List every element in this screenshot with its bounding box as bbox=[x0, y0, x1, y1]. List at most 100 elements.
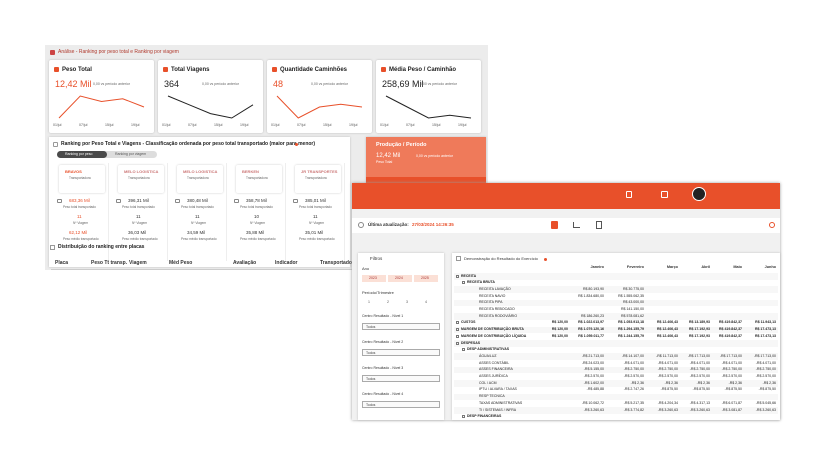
nav-icon[interactable] bbox=[661, 191, 668, 198]
select-value[interactable]: Todos bbox=[366, 376, 376, 381]
x-label: 15/jul bbox=[432, 123, 441, 127]
row-stripe bbox=[454, 340, 778, 347]
tab-icon[interactable] bbox=[573, 222, 580, 228]
cell-value: -R$ 3.260,63 bbox=[657, 407, 678, 412]
column-header[interactable]: Méd Peso bbox=[169, 260, 193, 266]
cell-value: -R$ 6.071,87 bbox=[721, 400, 742, 405]
expand-icon[interactable] bbox=[456, 321, 459, 325]
period-option[interactable]: 3 bbox=[406, 300, 408, 304]
expand-icon[interactable] bbox=[462, 281, 465, 285]
column-header[interactable]: Viagem bbox=[129, 260, 147, 266]
filter-label: Período/Trimestre bbox=[362, 290, 394, 295]
row-stripe bbox=[454, 366, 778, 374]
cell-value: R$ 578.081,62 bbox=[621, 313, 644, 318]
tab-icon[interactable] bbox=[551, 221, 558, 229]
expand-icon[interactable] bbox=[456, 334, 459, 338]
cell-value: -R$ 2,36 bbox=[696, 380, 710, 385]
select-value[interactable]: Todos bbox=[366, 324, 376, 329]
cell-value: -R$ 875,50 bbox=[660, 387, 678, 392]
item-media: 35,01 Mil bbox=[305, 230, 324, 235]
column-header[interactable]: Avaliação bbox=[233, 260, 257, 266]
period-option[interactable]: 4 bbox=[425, 300, 427, 304]
chip-label[interactable]: 2024 bbox=[395, 276, 403, 280]
row-stripe bbox=[454, 393, 778, 401]
kpi-value: 364 bbox=[164, 79, 180, 89]
select-value[interactable]: Todos bbox=[366, 402, 376, 407]
select-value[interactable]: Todos bbox=[366, 350, 376, 355]
year-chip[interactable]: 2025 bbox=[414, 275, 438, 282]
x-label: 07/jul bbox=[406, 123, 415, 127]
kpi-icon bbox=[54, 67, 59, 72]
cell-value: -R$ 2,36 bbox=[630, 380, 644, 385]
item-name: BRAVOS bbox=[65, 169, 82, 174]
filter-label: Centro Resultado - Nível 2 bbox=[362, 340, 404, 344]
year-chip[interactable]: 2024 bbox=[388, 275, 412, 282]
cell-value: -R$ 5.045,66 bbox=[755, 400, 776, 405]
cell-value: R$ 1.022.013,97 bbox=[578, 320, 604, 325]
toggle-option[interactable]: Ranking por viagem bbox=[107, 151, 157, 158]
cell-value: -R$ 2,36 bbox=[664, 380, 678, 385]
ranking-title: Ranking por Peso Total e Viagens - Class… bbox=[61, 141, 316, 147]
sparkline-line bbox=[276, 95, 363, 119]
expand-icon[interactable] bbox=[456, 274, 459, 278]
expand-icon[interactable] bbox=[456, 328, 459, 332]
nav-icon[interactable] bbox=[626, 191, 632, 198]
table-rule bbox=[51, 269, 483, 270]
x-label: 07/jul bbox=[79, 123, 88, 127]
x-label: 01/jul bbox=[162, 123, 171, 127]
month-header: Junho bbox=[764, 265, 776, 269]
cell-value: -R$ 10.062,72 bbox=[581, 400, 604, 405]
item-viagens: 11 bbox=[77, 214, 82, 219]
cell-value: R$ 17.192,93 bbox=[688, 327, 710, 332]
chip-label[interactable]: 2025 bbox=[421, 276, 429, 280]
period-option[interactable]: 1 bbox=[368, 300, 370, 304]
row-label: RECEITA PIPA bbox=[479, 300, 503, 305]
expand-icon[interactable] bbox=[462, 348, 465, 352]
item-name: MELO LOGISTICA bbox=[124, 169, 159, 174]
toggle-label[interactable]: Ranking por viagem bbox=[115, 152, 147, 156]
year-chip[interactable]: 2023 bbox=[362, 275, 386, 282]
filter-select[interactable]: Todos bbox=[362, 349, 440, 356]
tab-icon[interactable] bbox=[596, 221, 602, 229]
row-label: RECEITA bbox=[461, 273, 477, 278]
cell-value: R$ 1.294.155,79 bbox=[618, 327, 644, 332]
period-option[interactable]: 2 bbox=[387, 300, 389, 304]
cell-value: R$ 419.842,37 bbox=[719, 333, 742, 338]
help-icon[interactable] bbox=[769, 222, 775, 228]
column-header[interactable]: Placa bbox=[55, 260, 69, 266]
cell-value: R$ 17.473,13 bbox=[754, 327, 776, 332]
item-icon bbox=[57, 199, 62, 203]
expand-icon[interactable] bbox=[462, 415, 465, 419]
cell-value: R$ 1.555.062,35 bbox=[618, 293, 644, 298]
column-header[interactable]: Transportadora bbox=[320, 260, 357, 266]
cell-value: -R$ 2.750,00 bbox=[721, 367, 742, 372]
kpi-icon bbox=[272, 67, 277, 72]
cell-value: R$ 12.406,43 bbox=[656, 327, 678, 332]
filter-select[interactable]: Todos bbox=[362, 401, 440, 408]
info-bar: Última atualização: 27/03/2024 14:26:35 bbox=[352, 218, 780, 233]
cell-value: -R$ 2.750,00 bbox=[623, 367, 644, 372]
column-header[interactable]: Peso Tt transp. bbox=[91, 260, 128, 266]
dre-dot bbox=[544, 257, 547, 261]
kpi-title: Média Peso / Caminhão bbox=[389, 67, 457, 73]
toggle-option[interactable]: Ranking por peso bbox=[57, 151, 107, 158]
cell-value: R$ 186.260,23 bbox=[581, 313, 604, 318]
kpi-card: Total Viagens 364 0,00 vs período anterior… bbox=[158, 60, 263, 133]
dre-panel: Demonstração do Resultado do Exercício Ja… bbox=[452, 253, 780, 420]
cell-value: -R$ 875,50 bbox=[758, 387, 776, 392]
toggle-label[interactable]: Ranking por peso bbox=[65, 152, 93, 156]
row-stripe bbox=[454, 313, 778, 320]
cell-value: -R$ 2.750,00 bbox=[657, 367, 678, 372]
column-header[interactable]: Indicador bbox=[275, 260, 298, 266]
cell-value: R$ 120,00 bbox=[551, 333, 568, 338]
x-label: 19/jul bbox=[458, 123, 467, 127]
chip-label[interactable]: 2023 bbox=[369, 276, 377, 280]
filter-select[interactable]: Todos bbox=[362, 323, 440, 330]
expand-icon[interactable] bbox=[456, 341, 459, 345]
filter-select[interactable]: Todos bbox=[362, 375, 440, 382]
cell-value: -R$ 875,50 bbox=[692, 387, 710, 392]
cell-value: R$ 17.473,13 bbox=[754, 333, 776, 338]
filter-label: Centro Resultado - Nível 4 bbox=[362, 392, 404, 396]
cell-value: -R$ 2.570,00 bbox=[721, 374, 742, 378]
